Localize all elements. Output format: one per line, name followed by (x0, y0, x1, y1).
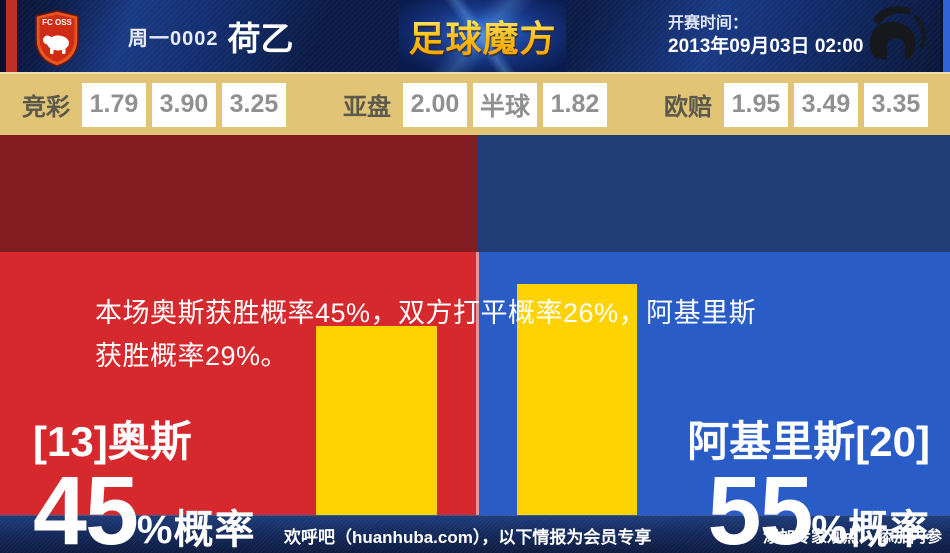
home-team-name: [13]奥斯 (33, 418, 192, 465)
home-probability-suffix: %概率 (136, 508, 256, 553)
yapan-label: 亚盘 (343, 94, 391, 121)
svg-text:FC OSS: FC OSS (42, 18, 72, 27)
kickoff-time: 2013年09月03日 02:00 (668, 36, 864, 57)
site-logo[interactable]: 足球魔方 (399, 0, 566, 72)
summary-line-2: 获胜概率29%。 (95, 341, 289, 371)
jingcai-away-odds: 3.25 (222, 82, 286, 127)
oupei-draw-odds: 3.49 (794, 82, 858, 127)
oupei-away-odds: 3.35 (864, 82, 928, 127)
jingcai-label: 竞彩 (22, 94, 70, 121)
add-insider-info-link[interactable]: 添加内参 (877, 529, 942, 546)
odds-group-jingcai: 竞彩 1.79 3.90 3.25 (22, 82, 286, 127)
header: FC OSS 周一0002 荷乙 足球魔方 开赛时间： 2013年09月03日 … (0, 0, 950, 72)
odds-bar: 竞彩 1.79 3.90 3.25 亚盘 2.00 半球 1.82 欧赔 1.9… (0, 72, 950, 135)
away-summary-band (478, 135, 950, 252)
home-probability-value: 45 (33, 456, 139, 553)
prediction-area: 本场奥斯获胜概率45%，双方打平概率26%，阿基里斯 获胜概率29%。 [13]… (0, 135, 950, 553)
league-name: 荷乙 (227, 20, 294, 57)
footer-notice: 欢呼吧（huanhuba.com），以下情报为会员专享 (283, 527, 652, 547)
odds-group-oupei: 欧赔 1.95 3.49 3.35 (664, 82, 928, 127)
left-red-stripe (6, 0, 17, 72)
home-team-block: [13]奥斯 45 %概率 胜 (33, 418, 255, 553)
panel-divider (476, 252, 479, 515)
kickoff-label: 开赛时间： (668, 15, 749, 32)
yapan-away-odds: 1.82 (543, 82, 607, 127)
away-team-name: 阿基里斯[20] (687, 418, 930, 465)
footer-links: 添加专家观点 添加内参 (763, 516, 942, 553)
fc-oss-crest-icon: FC OSS (33, 10, 81, 67)
away-probability-value: 55 (707, 456, 814, 553)
prediction-summary: 本场奥斯获胜概率45%，双方打平概率26%，阿基里斯 获胜概率29%。 (95, 292, 855, 378)
away-probability-suffix: %概率 (811, 508, 930, 553)
oupei-label: 欧赔 (664, 94, 712, 121)
kickoff-info: 开赛时间： 2013年09月03日 02:00 (668, 12, 863, 58)
home-summary-band (0, 135, 478, 252)
match-code: 周一0002 (128, 27, 219, 50)
home-probability-bar (316, 326, 437, 515)
yapan-handicap: 半球 (473, 82, 537, 127)
oupei-home-odds: 1.95 (724, 82, 788, 127)
footer: 欢呼吧（huanhuba.com），以下情报为会员专享 添加专家观点 添加内参 (0, 515, 950, 553)
away-probability-bar (517, 284, 637, 515)
match-info: 周一0002 荷乙 (128, 0, 294, 72)
away-team-block: 阿基里斯[20] 55 %概率 不败 (687, 418, 930, 553)
right-blue-stripe (941, 0, 950, 72)
yapan-home-odds: 2.00 (403, 82, 467, 127)
jingcai-draw-odds: 3.90 (152, 82, 216, 127)
site-logo-text: 足球魔方 (408, 10, 556, 62)
odds-group-yapan: 亚盘 2.00 半球 1.82 (343, 82, 607, 127)
left-edge-border (0, 0, 6, 72)
summary-line-1: 本场奥斯获胜概率45%，双方打平概率26%，阿基里斯 (95, 298, 757, 328)
jingcai-home-odds: 1.79 (82, 82, 146, 127)
achilles-helmet-icon (860, 5, 940, 69)
add-expert-opinion-link[interactable]: 添加专家观点 (762, 529, 859, 546)
away-probability: 55 %概率 (687, 456, 930, 553)
home-probability: 45 %概率 (33, 456, 256, 553)
